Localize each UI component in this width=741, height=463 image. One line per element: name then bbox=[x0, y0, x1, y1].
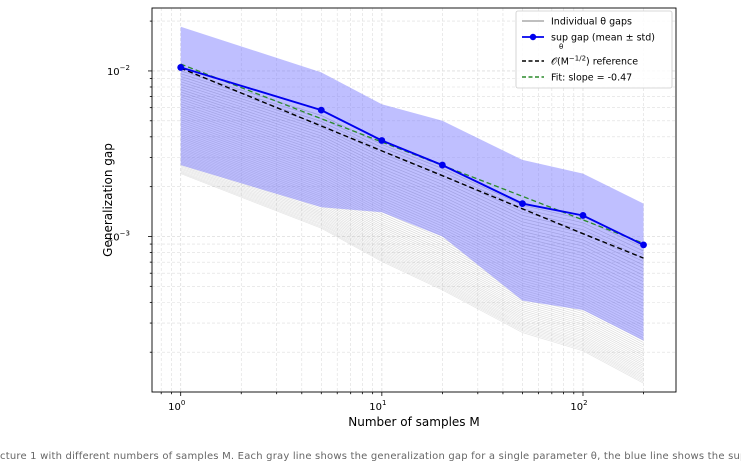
individual-theta-line bbox=[180, 138, 644, 339]
plot-frame bbox=[151, 7, 677, 393]
individual-theta-line bbox=[180, 86, 644, 269]
y-tick-label: 10−3 bbox=[107, 229, 130, 243]
individual-theta-line bbox=[180, 166, 644, 375]
individual-theta-line bbox=[180, 123, 644, 318]
y-axis-label: Generalization gap bbox=[101, 143, 115, 257]
individual-theta-line bbox=[180, 137, 644, 336]
individual-theta-line bbox=[180, 145, 644, 348]
individual-theta-line bbox=[180, 83, 644, 266]
individual-theta-line bbox=[180, 125, 644, 321]
sup-gap-point bbox=[317, 106, 325, 114]
individual-theta-line bbox=[180, 101, 644, 289]
sup-gap-point bbox=[640, 241, 647, 249]
individual-theta-line bbox=[180, 173, 644, 384]
individual-theta-line bbox=[180, 168, 644, 378]
individual-theta-curves bbox=[180, 70, 644, 384]
sup-gap-point bbox=[378, 137, 386, 144]
legend-label-sup: sup gap (mean ± std) bbox=[551, 33, 655, 44]
individual-theta-line bbox=[180, 70, 644, 248]
individual-theta-line bbox=[180, 159, 644, 366]
reference-line bbox=[180, 67, 644, 259]
individual-theta-line bbox=[180, 110, 644, 301]
individual-theta-line bbox=[180, 158, 644, 364]
legend-label-fit: Fit: slope = -0.47 bbox=[551, 73, 632, 84]
legend-marker-sup bbox=[529, 33, 537, 41]
minor-gridlines bbox=[152, 8, 676, 392]
individual-theta-line bbox=[180, 163, 644, 372]
individual-theta-line bbox=[180, 172, 644, 383]
individual-theta-line bbox=[180, 171, 644, 381]
sup-gap-point bbox=[438, 161, 446, 169]
sup-gap-markers bbox=[177, 64, 647, 249]
individual-theta-line bbox=[180, 131, 644, 329]
individual-theta-line bbox=[180, 103, 644, 292]
individual-theta-line bbox=[180, 156, 644, 363]
individual-theta-line bbox=[180, 162, 644, 370]
individual-theta-line bbox=[180, 98, 644, 286]
individual-theta-line bbox=[180, 117, 644, 310]
x-axis-label: Number of samples M bbox=[348, 415, 479, 429]
y-tick-label: 10−2 bbox=[107, 64, 130, 78]
sup-gap-point bbox=[177, 64, 185, 71]
individual-theta-line bbox=[180, 155, 644, 361]
individual-theta-line bbox=[180, 142, 644, 343]
individual-theta-line bbox=[180, 147, 644, 350]
individual-theta-line bbox=[180, 127, 644, 324]
individual-theta-line bbox=[180, 73, 644, 252]
individual-theta-line bbox=[180, 115, 644, 307]
individual-theta-line bbox=[180, 112, 644, 304]
sup-gap-point bbox=[579, 212, 587, 219]
individual-theta-line bbox=[180, 91, 644, 276]
individual-theta-line bbox=[180, 94, 644, 279]
x-tick-label: 102 bbox=[570, 399, 587, 413]
individual-theta-line bbox=[180, 106, 644, 295]
legend: Individual θ gaps sup gap (mean ± std) θ… bbox=[515, 10, 673, 89]
figure-caption: cture 1 with different numbers of sample… bbox=[0, 451, 741, 462]
individual-theta-line bbox=[180, 144, 644, 346]
individual-theta-line bbox=[180, 169, 644, 380]
individual-theta-line bbox=[180, 150, 644, 354]
legend-label-sup-subscript: θ bbox=[559, 43, 563, 51]
individual-theta-line bbox=[180, 135, 644, 334]
individual-theta-line bbox=[180, 149, 644, 352]
individual-theta-line bbox=[180, 89, 644, 273]
x-tick-label: 101 bbox=[369, 399, 386, 413]
sup-gap-point bbox=[519, 200, 526, 208]
individual-theta-line bbox=[180, 140, 644, 341]
legend-label-individual: Individual θ gaps bbox=[551, 17, 632, 28]
individual-theta-line bbox=[180, 167, 644, 377]
individual-theta-line bbox=[180, 108, 644, 298]
individual-theta-line bbox=[180, 78, 644, 259]
individual-theta-line bbox=[180, 152, 644, 357]
std-band bbox=[180, 26, 644, 341]
individual-theta-line bbox=[180, 161, 644, 368]
individual-theta-line bbox=[180, 153, 644, 359]
x-tick-label: 100 bbox=[168, 399, 185, 413]
individual-theta-line bbox=[180, 165, 644, 373]
individual-theta-line bbox=[180, 119, 644, 313]
generalization-gap-chart: 100 101 102 10−2 10−3 Number of samples M Ge… bbox=[101, 7, 677, 429]
individual-theta-line bbox=[180, 121, 644, 316]
axis-ticks: 100 101 102 10−2 10−3 bbox=[107, 20, 644, 413]
individual-theta-line bbox=[180, 96, 644, 283]
individual-theta-line bbox=[180, 129, 644, 326]
legend-box bbox=[515, 10, 673, 89]
individual-theta-line bbox=[180, 133, 644, 331]
legend-label-ref: 𝒪(M−1/2) reference bbox=[551, 55, 638, 68]
